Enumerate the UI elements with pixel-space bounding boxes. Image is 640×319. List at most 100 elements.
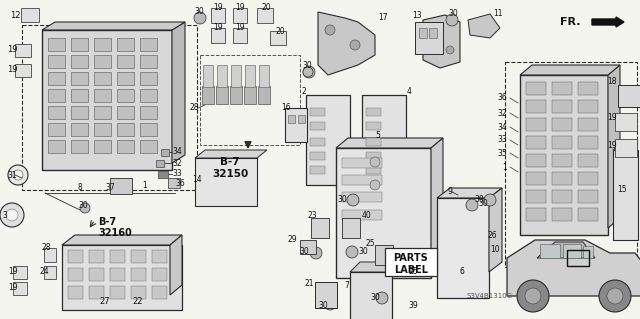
Text: 19: 19: [213, 4, 223, 12]
Bar: [552, 136, 572, 149]
Circle shape: [346, 246, 358, 258]
Bar: [366, 122, 381, 130]
Bar: [366, 138, 381, 146]
Bar: [552, 154, 572, 167]
Bar: [310, 152, 325, 160]
Bar: [526, 136, 546, 149]
Text: 19: 19: [7, 46, 17, 55]
Text: 32: 32: [172, 159, 182, 167]
Text: 5: 5: [375, 130, 380, 139]
Circle shape: [517, 280, 549, 312]
Bar: [94, 38, 111, 51]
Bar: [342, 175, 382, 185]
Bar: [152, 286, 167, 299]
Text: 36: 36: [175, 179, 185, 188]
Text: 30: 30: [474, 196, 484, 204]
Polygon shape: [608, 65, 620, 228]
Bar: [140, 89, 157, 102]
Text: 32: 32: [497, 108, 507, 117]
Text: 19: 19: [8, 284, 18, 293]
Text: S3V4B1310G: S3V4B1310G: [467, 293, 513, 299]
Text: 27: 27: [100, 298, 110, 307]
Circle shape: [303, 66, 315, 78]
Bar: [62, 245, 182, 310]
Text: 3: 3: [3, 211, 8, 219]
Text: 40: 40: [362, 211, 372, 219]
Bar: [526, 154, 546, 167]
Text: 1: 1: [502, 162, 507, 172]
Bar: [245, 65, 255, 87]
Text: 30: 30: [478, 199, 488, 209]
Bar: [342, 218, 360, 238]
Bar: [567, 250, 589, 266]
Circle shape: [310, 247, 322, 259]
Text: 12: 12: [10, 11, 20, 19]
Bar: [288, 115, 295, 123]
Bar: [429, 28, 437, 38]
Bar: [94, 140, 111, 153]
Text: 28: 28: [190, 103, 200, 113]
Bar: [68, 286, 83, 299]
Text: 4: 4: [407, 87, 412, 97]
Bar: [13, 265, 27, 278]
Polygon shape: [468, 14, 500, 38]
Circle shape: [446, 46, 454, 54]
Bar: [385, 248, 437, 276]
Bar: [110, 178, 132, 194]
Circle shape: [466, 199, 478, 211]
Polygon shape: [42, 22, 185, 30]
Bar: [583, 246, 593, 258]
Text: 29: 29: [287, 235, 297, 244]
Bar: [505, 62, 637, 267]
Text: 30: 30: [448, 9, 458, 18]
Bar: [117, 140, 134, 153]
Bar: [350, 272, 392, 319]
Circle shape: [446, 14, 458, 26]
Bar: [230, 86, 242, 104]
Bar: [117, 123, 134, 136]
Bar: [520, 75, 608, 235]
Polygon shape: [62, 235, 182, 245]
Bar: [415, 22, 443, 54]
Bar: [117, 55, 134, 68]
Bar: [310, 122, 325, 130]
Bar: [48, 38, 65, 51]
Polygon shape: [489, 188, 502, 272]
Bar: [140, 140, 157, 153]
Bar: [526, 172, 546, 185]
Text: 22: 22: [132, 298, 143, 307]
Bar: [233, 27, 247, 42]
Polygon shape: [172, 22, 185, 163]
Text: LABEL: LABEL: [394, 265, 428, 275]
Text: 16: 16: [281, 102, 291, 112]
Bar: [310, 138, 325, 146]
Bar: [71, 106, 88, 119]
Bar: [131, 268, 146, 281]
Polygon shape: [431, 138, 443, 258]
Bar: [156, 160, 164, 167]
Bar: [94, 55, 111, 68]
Circle shape: [80, 203, 90, 213]
Bar: [203, 65, 213, 87]
Circle shape: [370, 157, 380, 167]
Bar: [117, 106, 134, 119]
Text: 30: 30: [194, 8, 204, 17]
Text: 39: 39: [408, 300, 418, 309]
Bar: [336, 148, 431, 278]
Text: 32160: 32160: [98, 228, 132, 238]
Bar: [131, 286, 146, 299]
FancyArrow shape: [592, 17, 624, 27]
Bar: [526, 82, 546, 95]
Text: 19: 19: [235, 4, 244, 12]
Text: 11: 11: [493, 9, 502, 18]
Bar: [94, 123, 111, 136]
Bar: [21, 8, 39, 22]
Bar: [578, 82, 598, 95]
Bar: [211, 27, 225, 42]
Bar: [231, 65, 241, 87]
Circle shape: [376, 292, 388, 304]
Bar: [552, 100, 572, 113]
Text: 19: 19: [8, 268, 18, 277]
Bar: [68, 250, 83, 263]
Bar: [71, 140, 88, 153]
